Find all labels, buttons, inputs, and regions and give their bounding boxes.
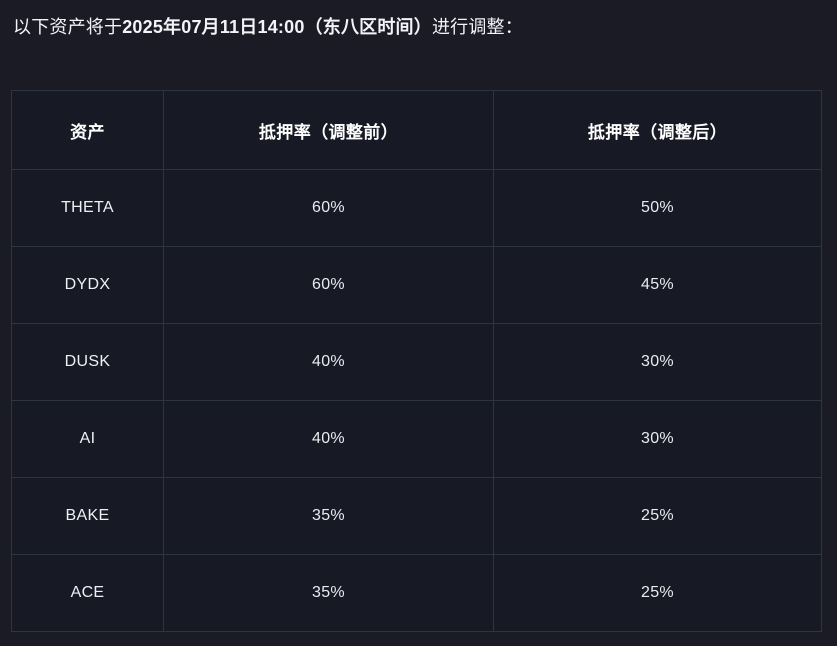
- cell-rate-before: 35%: [163, 554, 494, 632]
- cell-rate-after: 25%: [493, 554, 822, 632]
- cell-rate-before: 60%: [163, 169, 494, 247]
- table-header: 资产 抵押率（调整前） 抵押率（调整后）: [11, 90, 822, 170]
- table-row: DUSK 40% 30%: [11, 323, 822, 401]
- cell-asset: THETA: [11, 169, 164, 247]
- table-body: THETA 60% 50% DYDX 60% 45% DUSK 40% 30% …: [11, 169, 822, 632]
- cell-rate-after: 25%: [493, 477, 822, 555]
- cell-asset: BAKE: [11, 477, 164, 555]
- table-row: THETA 60% 50%: [11, 169, 822, 247]
- announcement-headline: 以下资产将于2025年07月11日14:00（东八区时间）进行调整：: [13, 14, 523, 40]
- column-header-asset: 资产: [11, 90, 164, 170]
- cell-rate-after: 30%: [493, 400, 822, 478]
- headline-datetime: 2025年07月11日14:00: [122, 17, 305, 37]
- table-row: AI 40% 30%: [11, 400, 822, 478]
- column-header-rate-after: 抵押率（调整后）: [493, 90, 822, 170]
- table-header-row: 资产 抵押率（调整前） 抵押率（调整后）: [11, 90, 822, 170]
- cell-rate-after: 30%: [493, 323, 822, 401]
- cell-asset: AI: [11, 400, 164, 478]
- cell-rate-after: 45%: [493, 246, 822, 324]
- cell-asset: ACE: [11, 554, 164, 632]
- column-header-rate-before: 抵押率（调整前）: [163, 90, 494, 170]
- cell-rate-before: 40%: [163, 323, 494, 401]
- cell-rate-before: 35%: [163, 477, 494, 555]
- cell-rate-before: 60%: [163, 246, 494, 324]
- table-row: ACE 35% 25%: [11, 554, 822, 632]
- cell-rate-before: 40%: [163, 400, 494, 478]
- table-row: DYDX 60% 45%: [11, 246, 822, 324]
- headline-suffix: 进行调整：: [431, 17, 523, 37]
- cell-asset: DYDX: [11, 246, 164, 324]
- cell-asset: DUSK: [11, 323, 164, 401]
- headline-prefix: 以下资产将于: [13, 17, 123, 37]
- collateral-rate-table: 资产 抵押率（调整前） 抵押率（调整后） THETA 60% 50% DYDX …: [11, 90, 822, 632]
- cell-rate-after: 50%: [493, 169, 822, 247]
- table-row: BAKE 35% 25%: [11, 477, 822, 555]
- headline-timezone: （东八区时间）: [304, 17, 432, 37]
